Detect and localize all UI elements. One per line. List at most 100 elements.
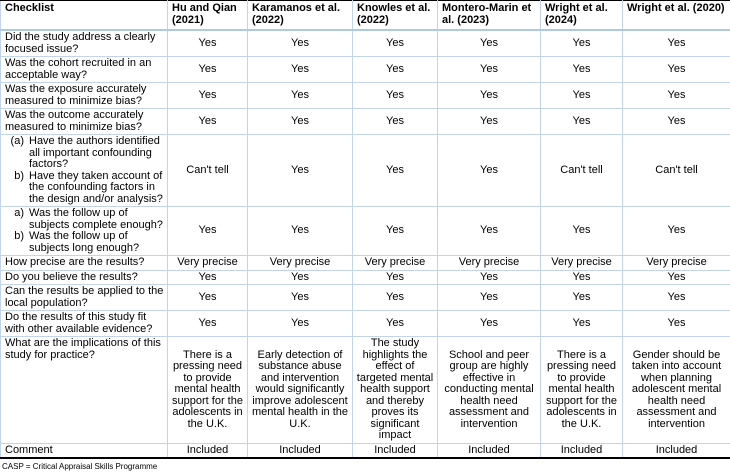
answer-cell: There is a pressing need to provide ment… [168,337,248,444]
table-row: Did the study address a clearly focused … [1,30,730,57]
answer-cell: Yes [623,83,730,109]
answer-cell: Yes [541,109,623,135]
answer-cell: Yes [541,285,623,311]
answer-cell: Yes [438,285,541,311]
answer-cell: Yes [353,30,438,57]
answer-cell: Yes [168,285,248,311]
answer-cell: Can't tell [541,135,623,207]
answer-cell: Yes [168,311,248,337]
answer-cell: Yes [353,135,438,207]
answer-cell: Included [248,443,353,458]
answer-cell: Yes [353,83,438,109]
answer-cell: Yes [438,57,541,83]
answer-cell: Yes [248,109,353,135]
table-row: Was the outcome accurately measured to m… [1,109,730,135]
checklist-question: Was the exposure accurately measured to … [1,83,168,109]
list-marker: b) [5,231,29,254]
column-header-study-1: Hu and Qian (2021) [168,1,248,31]
answer-cell: Yes [541,83,623,109]
casp-checklist-table: Checklist Hu and Qian (2021) Karamanos e… [0,0,730,459]
answer-cell: Yes [541,311,623,337]
table-row: What are the implications of this study … [1,337,730,444]
checklist-question: a)Was the follow up of subjects complete… [1,207,168,256]
answer-cell: Yes [168,83,248,109]
answer-cell: Yes [248,270,353,285]
table-footnote: CASP = Critical Appraisal Skills Program… [0,459,730,472]
checklist-question: Can the results be applied to the local … [1,285,168,311]
answer-cell: Yes [438,311,541,337]
answer-cell: Included [438,443,541,458]
checklist-question: Did the study address a clearly focused … [1,30,168,57]
answer-cell: Yes [248,30,353,57]
answer-cell: Included [353,443,438,458]
subquestion-text: Was the follow up of subjects complete e… [29,208,164,231]
answer-cell: School and peer group are highly effecti… [438,337,541,444]
table-row: (a)Have the authors identified all impor… [1,135,730,207]
answer-cell: Yes [168,57,248,83]
table-body: Did the study address a clearly focused … [1,30,730,458]
answer-cell: Yes [623,57,730,83]
answer-cell: Yes [438,109,541,135]
table-row: Do the results of this study fit with ot… [1,311,730,337]
checklist-subquestion: b)Was the follow up of subjects long eno… [5,231,164,254]
answer-cell: Yes [541,270,623,285]
answer-cell: Yes [168,30,248,57]
checklist-question: What are the implications of this study … [1,337,168,444]
answer-cell: Yes [438,135,541,207]
checklist-subquestion: b)Have they taken account of the confoun… [5,171,164,206]
answer-cell: Very precise [248,256,353,271]
answer-cell: Yes [168,109,248,135]
answer-cell: Very precise [438,256,541,271]
checklist-question: Was the cohort recruited in an acceptabl… [1,57,168,83]
answer-cell: Yes [168,207,248,256]
checklist-question: (a)Have the authors identified all impor… [1,135,168,207]
answer-cell: Yes [623,207,730,256]
answer-cell: Yes [438,207,541,256]
list-marker: a) [5,208,29,231]
subquestion-text: Have the authors identified all importan… [29,136,164,171]
answer-cell: Yes [438,83,541,109]
answer-cell: Very precise [168,256,248,271]
subquestion-text: Have they taken account of the confoundi… [29,171,164,206]
answer-cell: Very precise [623,256,730,271]
column-header-study-5: Wright et al. (2024) [541,1,623,31]
answer-cell: Yes [248,83,353,109]
answer-cell: Yes [353,311,438,337]
table-row: Can the results be applied to the local … [1,285,730,311]
header-row: Checklist Hu and Qian (2021) Karamanos e… [1,1,730,31]
answer-cell: Yes [623,270,730,285]
answer-cell: Yes [353,270,438,285]
answer-cell: Yes [438,30,541,57]
answer-cell: Yes [438,270,541,285]
answer-cell: Yes [623,311,730,337]
table-row: a)Was the follow up of subjects complete… [1,207,730,256]
answer-cell: The study highlights the effect of targe… [353,337,438,444]
checklist-subquestion: a)Was the follow up of subjects complete… [5,208,164,231]
answer-cell: Yes [541,57,623,83]
answer-cell: Included [168,443,248,458]
answer-cell: Yes [353,109,438,135]
answer-cell: Included [541,443,623,458]
table-row: How precise are the results?Very precise… [1,256,730,271]
column-header-checklist: Checklist [1,1,168,31]
checklist-subquestion: (a)Have the authors identified all impor… [5,136,164,171]
answer-cell: Yes [248,135,353,207]
checklist-question: Was the outcome accurately measured to m… [1,109,168,135]
answer-cell: Yes [168,270,248,285]
answer-cell: Yes [541,207,623,256]
answer-cell: There is a pressing need to provide ment… [541,337,623,444]
checklist-question: Comment [1,443,168,458]
answer-cell: Very precise [353,256,438,271]
column-header-study-6: Wright et al. (2020) [623,1,730,31]
answer-cell: Can't tell [168,135,248,207]
list-marker: b) [5,171,29,206]
answer-cell: Gender should be taken into account when… [623,337,730,444]
answer-cell: Yes [248,285,353,311]
answer-cell: Yes [623,30,730,57]
checklist-question: How precise are the results? [1,256,168,271]
column-header-study-4: Montero-Marin et al. (2023) [438,1,541,31]
answer-cell: Yes [248,207,353,256]
